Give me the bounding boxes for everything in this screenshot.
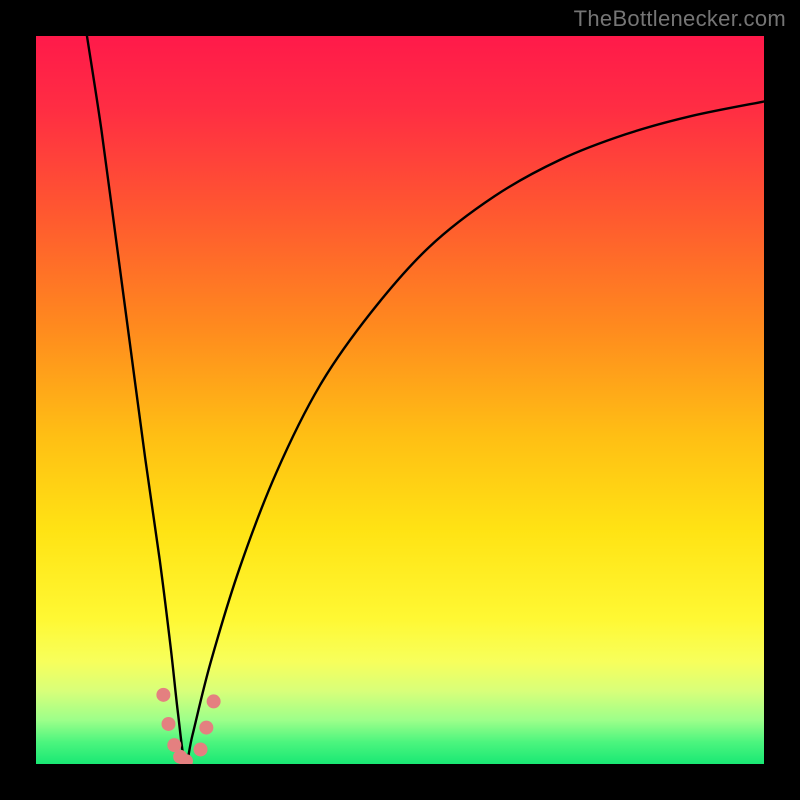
marker-dot	[194, 742, 208, 756]
watermark-text: TheBottlenecker.com	[574, 6, 786, 32]
bottleneck-plot	[36, 36, 764, 764]
bottleneck-curve	[87, 36, 764, 764]
marker-dot	[199, 721, 213, 735]
marker-dot	[156, 688, 170, 702]
chart-root: TheBottlenecker.com	[0, 0, 800, 800]
marker-dot	[207, 694, 221, 708]
marker-dot	[161, 717, 175, 731]
